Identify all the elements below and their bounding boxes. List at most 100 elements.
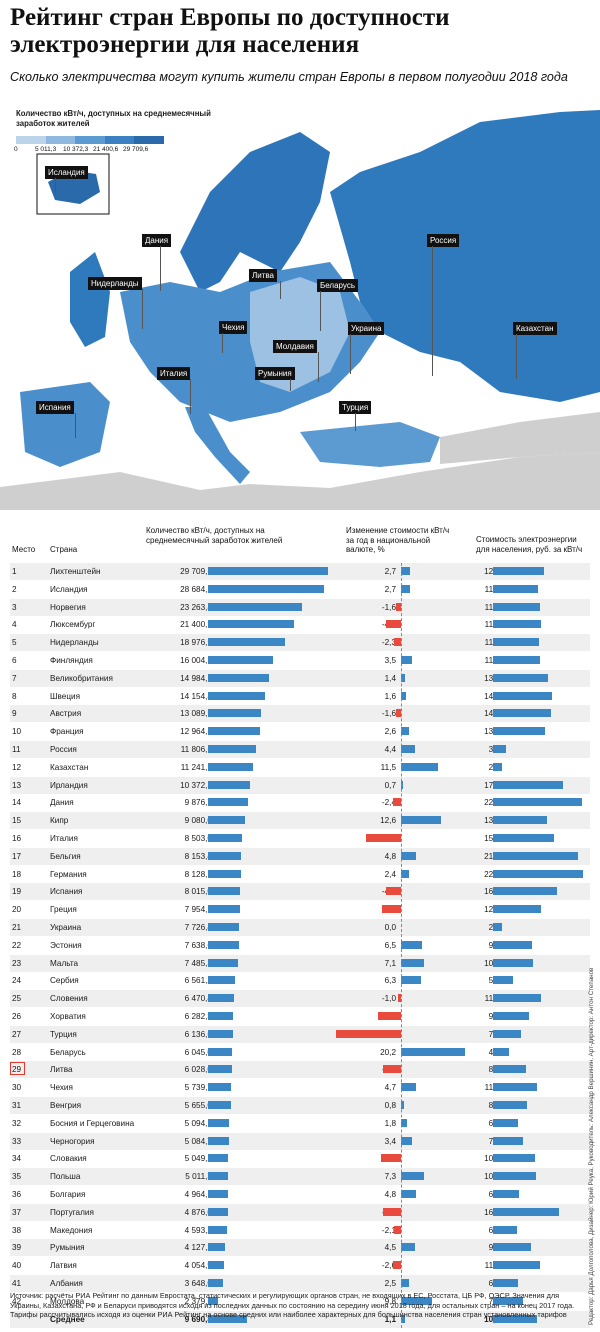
- bar-change: [401, 780, 404, 789]
- cell-country: Сербия: [50, 976, 79, 986]
- map-label-iceland: Исландия: [45, 166, 88, 179]
- cell-rank: 38: [12, 1225, 22, 1235]
- cell-rank: 6: [12, 656, 17, 665]
- table-row: 7 Великобритания 14 984,1 1,4 13,7: [10, 669, 590, 687]
- map-pointer: [350, 334, 351, 374]
- bar-kwh: [208, 1261, 225, 1270]
- bar-cost: [493, 798, 582, 807]
- bar-kwh: [208, 923, 240, 931]
- cell-kwh: 7 638,6: [184, 940, 212, 950]
- bar-cost: [493, 887, 558, 896]
- cell-cost: 22,5: [480, 866, 500, 883]
- bar-change: [382, 1207, 401, 1216]
- cell-cost: 22,2: [480, 794, 500, 811]
- cell-country: Великобритания: [50, 673, 113, 683]
- cell-country: Нидерланды: [50, 638, 99, 648]
- bar-cost: [493, 816, 547, 825]
- cell-kwh: 9 690,8: [184, 1314, 212, 1324]
- bar-change: [401, 691, 407, 700]
- cell-change: 4,8: [384, 851, 396, 861]
- table-row: 18 Германия 8 128,1 2,4 22,5: [10, 866, 590, 883]
- cell-country: Хорватия: [50, 1012, 86, 1021]
- cell-cost: 11,0: [480, 1079, 500, 1096]
- bar-cost: [493, 780, 563, 789]
- cell-rank: 20: [12, 905, 22, 915]
- cell-rank: 11: [12, 745, 21, 754]
- bar-change: [401, 869, 409, 878]
- bar-cost: [493, 905, 541, 914]
- map-label-lithuania: Литва: [249, 269, 277, 282]
- cell-change: -1,6: [381, 709, 396, 719]
- cell-cost: 11,8: [480, 599, 500, 616]
- cell-cost: 17,4: [480, 777, 500, 794]
- cell-rank: 25: [12, 994, 22, 1004]
- bar-change: [401, 656, 413, 664]
- cell-country: Казахстан: [50, 762, 89, 772]
- cell-change: 3,5: [384, 656, 396, 665]
- cell-rank: 10: [12, 727, 22, 737]
- bar-cost: [493, 1296, 523, 1305]
- cell-kwh: 14 154,4: [180, 691, 212, 701]
- cell-change: 4,4: [384, 745, 396, 754]
- cell-change: -2,1: [381, 1225, 396, 1235]
- bar-change: [401, 958, 424, 967]
- cell-cost: 14,7: [480, 688, 500, 705]
- cell-change: -2,4: [381, 798, 396, 808]
- bar-kwh: [208, 656, 273, 664]
- cell-rank: 17: [12, 851, 22, 861]
- table-row: 17 Бельгия 8 153,4 4,8 21,2: [10, 847, 590, 865]
- cell-kwh: 3 648,0: [184, 1279, 212, 1288]
- cell-country: Румыния: [50, 1243, 85, 1253]
- legend-scale: [16, 136, 164, 144]
- cell-kwh: 6 282,3: [184, 1012, 212, 1021]
- bar-change: [401, 1243, 416, 1252]
- bar-change: [386, 620, 401, 629]
- bar-cost: [493, 1065, 526, 1074]
- bar-change: [401, 851, 417, 860]
- cell-cost: 11,9: [480, 616, 500, 633]
- bar-cost: [493, 691, 552, 700]
- bar-change: [401, 976, 422, 985]
- cell-change: 1,4: [384, 673, 396, 683]
- bar-kwh: [208, 1065, 233, 1074]
- cell-country: Кипр: [50, 816, 69, 826]
- cell-country: Польша: [50, 1172, 81, 1182]
- bar-kwh: [208, 940, 239, 949]
- map-pointer: [320, 291, 321, 331]
- cell-rank: 13: [12, 780, 22, 790]
- bar-change: [336, 1029, 401, 1038]
- bar-kwh: [208, 1207, 228, 1216]
- bar-kwh: [208, 691, 266, 700]
- cell-rank: 8: [12, 691, 17, 701]
- cell-change: 12,6: [380, 816, 396, 826]
- map-africa: [0, 452, 600, 510]
- cell-country: Литва: [50, 1065, 73, 1075]
- bar-change: [394, 1225, 401, 1234]
- bar-cost: [493, 638, 539, 647]
- cell-rank: 31: [12, 1101, 22, 1110]
- cell-rank: 26: [12, 1012, 22, 1021]
- bar-kwh: [208, 1101, 231, 1109]
- cell-change: 6,5: [384, 940, 396, 950]
- cell-country: Исландия: [50, 584, 88, 594]
- bar-kwh: [208, 1029, 233, 1038]
- bar-kwh: [208, 567, 328, 575]
- cell-kwh: 12 964,8: [180, 727, 212, 737]
- change-zero-line: [401, 563, 402, 1329]
- bar-cost: [493, 1047, 510, 1056]
- bar-change: [401, 816, 442, 825]
- bar-kwh: [208, 780, 250, 789]
- table-row: 6 Финляндия 16 004,1 3,5 11,8: [10, 652, 590, 669]
- bar-cost: [493, 976, 514, 985]
- bar-kwh: [208, 745, 256, 753]
- bar-cost: [493, 1207, 559, 1216]
- bar-kwh: [208, 851, 241, 860]
- bar-change: [395, 602, 401, 611]
- bar-kwh: [208, 905, 241, 914]
